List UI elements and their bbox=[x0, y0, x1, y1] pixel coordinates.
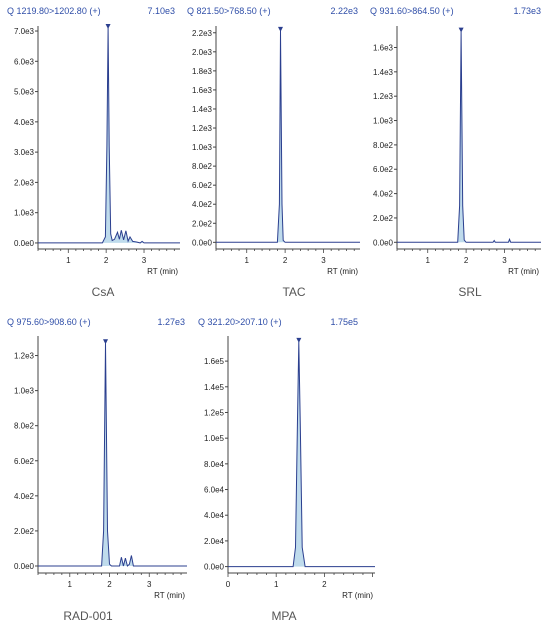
chromatogram-panel: Q 821.50>768.50 (+) 2.22e3 0.0e0 2.0e2 4.0e2… bbox=[187, 6, 360, 299]
transition-label: Q 975.60>908.60 (+) bbox=[7, 317, 91, 327]
chromatogram-panel: Q 931.60>864.50 (+) 1.73e3 0.0e0 2.0e2 4.0e2… bbox=[370, 6, 541, 299]
y-tick-label: 5.0e3 bbox=[14, 88, 35, 97]
max-intensity-label: 2.22e3 bbox=[330, 6, 358, 16]
y-tick-label: 4.0e2 bbox=[373, 190, 394, 199]
y-tick-label: 2.0e2 bbox=[373, 214, 394, 223]
x-tick-label: 1 bbox=[274, 580, 279, 589]
y-tick-label: 1.4e3 bbox=[192, 105, 213, 114]
y-tick-label: 1.0e5 bbox=[204, 434, 225, 443]
chromatogram-trace bbox=[228, 341, 375, 568]
y-tick-label: 0.0e0 bbox=[192, 238, 213, 247]
apex-marker bbox=[105, 24, 111, 29]
y-tick-label: 2.0e4 bbox=[204, 537, 225, 546]
y-tick-label: 2.0e2 bbox=[192, 219, 213, 228]
transition-label: Q 931.60>864.50 (+) bbox=[370, 6, 454, 16]
chromatogram-panel: Q 1219.80>1202.80 (+) 7.10e3 0.0e0 1.0e3 2.0… bbox=[7, 6, 180, 299]
y-tick-label: 1.6e5 bbox=[204, 357, 225, 366]
x-tick-label: 1 bbox=[66, 256, 71, 265]
apex-marker bbox=[296, 337, 302, 343]
x-axis-title: RT (min) bbox=[342, 591, 373, 600]
y-tick-label: 6.0e2 bbox=[14, 457, 35, 466]
transition-label: Q 821.50>768.50 (+) bbox=[187, 6, 271, 16]
y-tick-label: 0.0e0 bbox=[14, 562, 35, 571]
y-tick-label: 1.2e3 bbox=[373, 92, 394, 101]
max-intensity-label: 1.75e5 bbox=[330, 317, 358, 327]
chromatogram-panel: Q 321.20>207.10 (+) 1.75e5 0.0e0 2.0e4 4.0e4… bbox=[198, 317, 375, 623]
x-axis-title: RT (min) bbox=[327, 267, 358, 276]
apex-marker bbox=[458, 27, 464, 33]
y-tick-label: 7.0e3 bbox=[14, 27, 35, 36]
x-tick-label: 2 bbox=[322, 580, 327, 589]
y-tick-label: 1.4e3 bbox=[373, 68, 394, 77]
transition-label: Q 321.20>207.10 (+) bbox=[198, 317, 282, 327]
y-tick-label: 4.0e2 bbox=[192, 200, 213, 209]
x-axis-title: RT (min) bbox=[508, 267, 539, 276]
y-tick-label: 6.0e3 bbox=[14, 57, 35, 66]
x-tick-label: 3 bbox=[321, 256, 326, 265]
y-tick-label: 6.0e4 bbox=[204, 486, 225, 495]
peak-area-fill bbox=[397, 31, 541, 243]
chromatogram-panel: Q 975.60>908.60 (+) 1.27e3 0.0e0 2.0e2 4.0e2… bbox=[7, 317, 187, 623]
x-tick-label: 3 bbox=[502, 256, 507, 265]
compound-label: TAC bbox=[282, 285, 305, 299]
y-tick-label: 1.2e3 bbox=[14, 352, 35, 361]
y-tick-label: 1.2e3 bbox=[192, 124, 213, 133]
max-intensity-label: 7.10e3 bbox=[147, 6, 175, 16]
y-tick-label: 1.0e3 bbox=[14, 387, 35, 396]
y-tick-label: 2.0e3 bbox=[192, 48, 213, 57]
y-tick-label: 8.0e2 bbox=[373, 141, 394, 150]
transition-label: Q 1219.80>1202.80 (+) bbox=[7, 6, 101, 16]
peak-area-fill bbox=[38, 343, 187, 566]
x-tick-label: 1 bbox=[68, 580, 73, 589]
compound-label: CsA bbox=[92, 285, 115, 299]
x-tick-label: 2 bbox=[464, 256, 469, 265]
chromatogram-trace bbox=[216, 30, 360, 243]
y-tick-label: 4.0e4 bbox=[204, 511, 225, 520]
y-tick-label: 0.0e0 bbox=[373, 238, 394, 247]
y-tick-label: 8.0e2 bbox=[14, 422, 35, 431]
chromatogram-trace bbox=[38, 343, 187, 567]
y-tick-label: 2.0e2 bbox=[14, 527, 35, 536]
x-tick-label: 2 bbox=[283, 256, 288, 265]
x-axis-title: RT (min) bbox=[154, 591, 185, 600]
y-tick-label: 6.0e2 bbox=[373, 165, 394, 174]
y-tick-label: 1.4e5 bbox=[204, 383, 225, 392]
y-tick-label: 4.0e2 bbox=[14, 492, 35, 501]
y-tick-label: 1.2e5 bbox=[204, 408, 225, 417]
y-tick-label: 1.6e3 bbox=[192, 86, 213, 95]
y-tick-label: 4.0e3 bbox=[14, 118, 35, 127]
y-tick-label: 0.0e0 bbox=[204, 563, 225, 572]
x-tick-label: 1 bbox=[244, 256, 249, 265]
compound-label: SRL bbox=[458, 285, 482, 299]
peak-area-fill bbox=[216, 30, 360, 243]
y-tick-label: 3.0e3 bbox=[14, 148, 35, 157]
y-tick-label: 6.0e2 bbox=[192, 181, 213, 190]
y-tick-label: 2.2e3 bbox=[192, 29, 213, 38]
max-intensity-label: 1.27e3 bbox=[157, 317, 185, 327]
chromatogram-trace bbox=[397, 31, 541, 243]
x-tick-label: 2 bbox=[107, 580, 112, 589]
max-intensity-label: 1.73e3 bbox=[513, 6, 541, 16]
y-tick-label: 0.0e0 bbox=[14, 239, 35, 248]
x-tick-label: 1 bbox=[425, 256, 430, 265]
y-tick-label: 8.0e4 bbox=[204, 460, 225, 469]
y-tick-label: 1.0e3 bbox=[192, 143, 213, 152]
apex-marker bbox=[278, 26, 284, 32]
y-tick-label: 8.0e2 bbox=[192, 162, 213, 171]
y-tick-label: 1.6e3 bbox=[373, 43, 394, 52]
apex-marker bbox=[103, 339, 109, 345]
y-tick-label: 2.0e3 bbox=[14, 178, 35, 187]
compound-label: RAD-001 bbox=[63, 609, 113, 623]
y-tick-label: 1.8e3 bbox=[192, 67, 213, 76]
compound-label: MPA bbox=[271, 609, 296, 623]
x-tick-label: 3 bbox=[147, 580, 152, 589]
y-tick-label: 1.0e3 bbox=[373, 117, 394, 126]
x-tick-label: 0 bbox=[226, 580, 231, 589]
x-tick-label: 3 bbox=[142, 256, 147, 265]
y-tick-label: 1.0e3 bbox=[14, 209, 35, 218]
x-axis-title: RT (min) bbox=[147, 267, 178, 276]
chromatogram-trace bbox=[38, 27, 180, 244]
x-tick-label: 2 bbox=[104, 256, 109, 265]
